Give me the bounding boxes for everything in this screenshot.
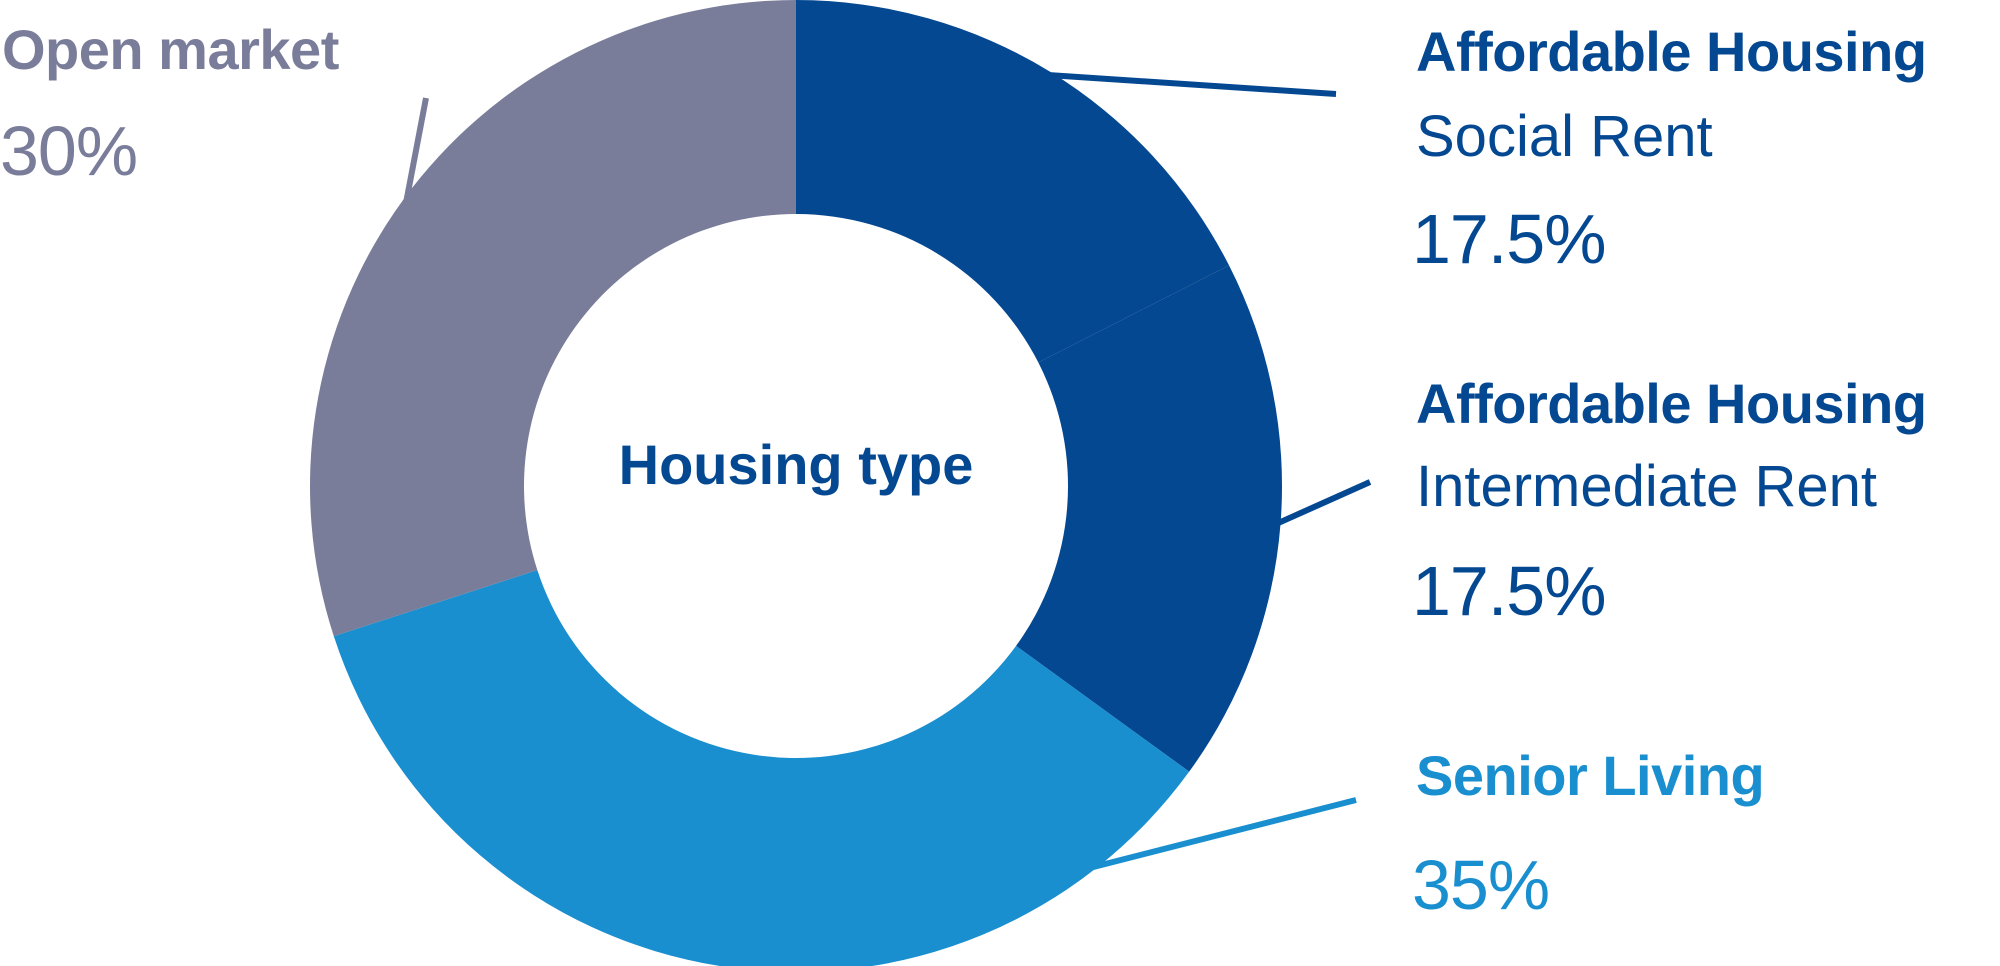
legend-senior-living-name: Senior Living <box>1416 744 1765 807</box>
leader-line-3 <box>403 97 429 204</box>
slice-affordable-housing-intermediate-rent <box>1016 265 1282 772</box>
leader-line-0 <box>1047 72 1337 97</box>
legend-senior-living-value: 35% <box>1412 846 1550 924</box>
slice-senior-living <box>333 570 1190 966</box>
leader-lines <box>403 72 1372 965</box>
legend-open-market-value: 30% <box>0 112 138 190</box>
slice-affordable-housing-social-rent <box>796 0 1230 363</box>
leader-line-2 <box>719 797 1357 965</box>
legend-social-rent-sub: Social Rent <box>1416 104 1713 169</box>
legend-social-rent-value: 17.5% <box>1412 200 1606 278</box>
legend-social-rent-name: Affordable Housing <box>1416 20 1927 83</box>
legend-open-market-name: Open market <box>2 18 339 81</box>
center-label: Housing type <box>619 433 974 496</box>
legend-intermediate-rent-name: Affordable Housing <box>1416 372 1927 435</box>
slice-open-market <box>309 0 796 637</box>
legend-intermediate-rent-sub: Intermediate Rent <box>1416 454 1878 519</box>
donut-slices <box>309 0 1282 966</box>
leader-line-1 <box>1275 479 1372 527</box>
legend-intermediate-rent-value: 17.5% <box>1412 552 1606 630</box>
